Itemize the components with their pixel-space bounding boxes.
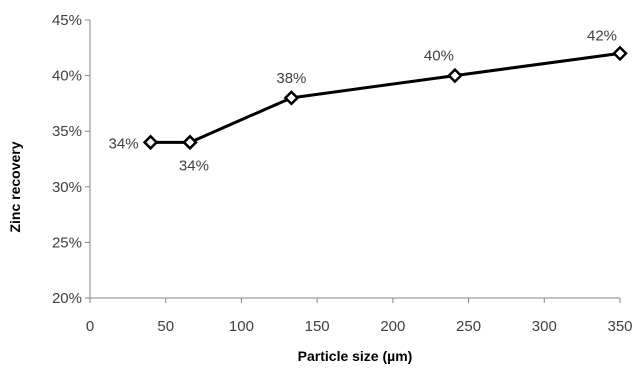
tick-labels: 20% 25% 30% 35% 40% 45% 0 50 100 150 200 250 300 350 [52,12,633,335]
y-tick-label: 30% [52,179,82,196]
data-label: 34% [109,135,139,152]
data-labels: 34% 34% 38% 40% 42% [109,27,617,174]
y-tick-label: 40% [52,68,82,85]
y-tick-label: 45% [52,12,82,29]
data-point-marker [283,90,300,106]
data-label: 40% [424,48,454,65]
data-point-marker [447,67,463,84]
x-tick-label: 350 [607,318,632,335]
x-tick-label: 250 [456,318,481,335]
data-label: 38% [276,70,306,87]
x-tick-label: 100 [229,318,254,335]
data-point-marker [142,134,159,151]
x-tick-label: 0 [86,318,94,335]
x-tick-label: 300 [532,318,557,335]
x-tick-label: 150 [305,318,330,335]
data-label: 42% [587,27,617,44]
x-tick-label: 200 [380,318,405,335]
data-point-marker [182,134,198,151]
data-point-marker [612,45,628,62]
axes [85,19,621,303]
data-label: 34% [179,157,209,174]
y-tick-label: 20% [52,290,82,307]
x-tick-label: 50 [157,318,174,335]
x-axis-title: Particle size (µm) [298,348,413,364]
y-axis-title: Zinc recovery [7,141,23,232]
y-tick-label: 35% [52,123,82,140]
y-tick-label: 25% [52,234,82,251]
series [142,45,628,151]
series-line [150,51,621,144]
